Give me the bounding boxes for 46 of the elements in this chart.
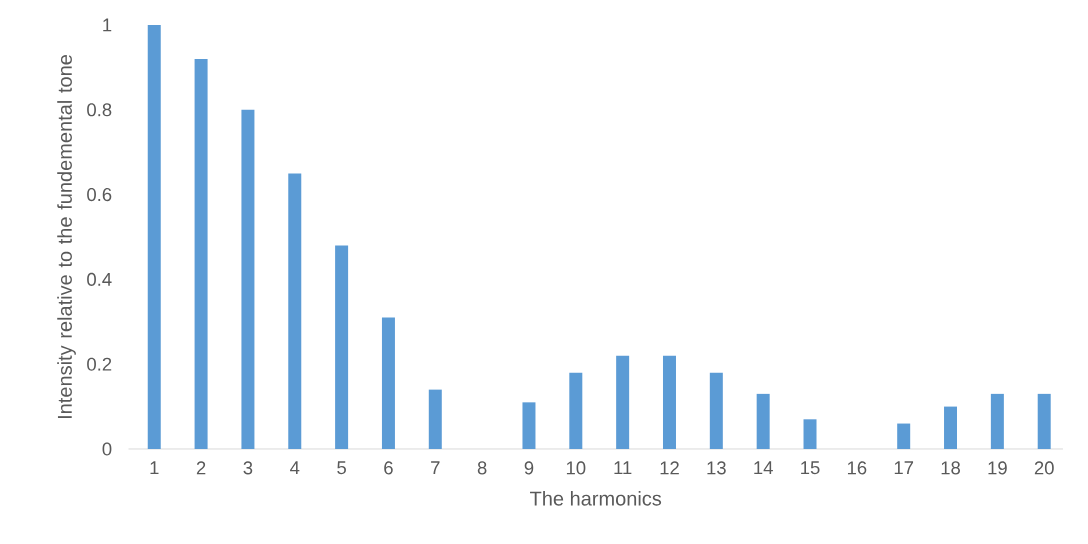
- bar: [616, 355, 630, 449]
- x-tick-label: 5: [337, 461, 346, 475]
- y-tick-label: 0.2: [87, 357, 112, 371]
- bar: [241, 109, 255, 449]
- x-axis-title: The harmonics: [530, 490, 662, 506]
- bar: [428, 389, 442, 449]
- x-tick-label: 20: [1034, 461, 1054, 475]
- bar: [756, 393, 770, 449]
- bar: [944, 406, 958, 449]
- y-axis-title: Intensity relative to the fundemental tone: [57, 55, 76, 419]
- x-tick-label: 8: [477, 461, 487, 475]
- y-tick-label: 1: [103, 18, 112, 32]
- x-tick-label: 6: [384, 461, 393, 475]
- x-tick-label: 19: [988, 461, 1007, 475]
- bar: [569, 372, 583, 449]
- bar: [381, 317, 395, 449]
- bar: [990, 393, 1004, 449]
- y-tick-label: 0.8: [87, 103, 112, 117]
- bar: [147, 24, 161, 449]
- bar: [897, 423, 911, 449]
- x-tick-label: 18: [941, 461, 961, 475]
- x-tick-label: 14: [754, 461, 773, 475]
- bar: [662, 355, 676, 449]
- y-tick-label: 0.6: [87, 188, 112, 202]
- x-tick-label: 16: [847, 461, 867, 475]
- x-tick-label: 10: [566, 461, 586, 475]
- x-tick-label: 9: [524, 461, 534, 475]
- x-tick-label: 2: [196, 461, 206, 475]
- bar: [709, 372, 723, 449]
- x-tick-label: 7: [431, 461, 440, 475]
- x-tick-label: 17: [894, 461, 914, 475]
- bar: [194, 58, 208, 449]
- y-tick-label: 0.4: [87, 272, 112, 286]
- x-tick-label: 13: [707, 461, 726, 475]
- bar: [522, 402, 536, 449]
- bar: [803, 419, 817, 449]
- x-tick-label: 1: [150, 461, 159, 475]
- x-tick-label: 11: [614, 461, 632, 475]
- bar: [1037, 393, 1051, 449]
- x-tick-label: 4: [290, 461, 300, 475]
- bar: [335, 245, 349, 449]
- bar: [288, 173, 302, 449]
- x-tick-label: 15: [801, 461, 820, 475]
- x-tick-label: 3: [243, 461, 253, 475]
- x-tick-label: 12: [660, 461, 679, 475]
- y-tick-label: 0: [102, 442, 112, 456]
